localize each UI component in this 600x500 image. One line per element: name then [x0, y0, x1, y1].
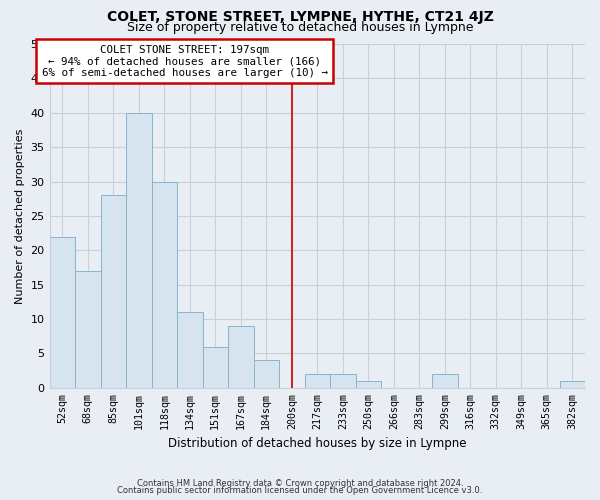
Bar	[50, 236, 75, 388]
Text: Size of property relative to detached houses in Lympne: Size of property relative to detached ho…	[127, 21, 473, 34]
Text: Contains HM Land Registry data © Crown copyright and database right 2024.: Contains HM Land Registry data © Crown c…	[137, 478, 463, 488]
Bar	[305, 374, 330, 388]
Bar	[101, 196, 126, 388]
Text: Contains public sector information licensed under the Open Government Licence v3: Contains public sector information licen…	[118, 486, 482, 495]
Bar	[560, 381, 585, 388]
Text: COLET, STONE STREET, LYMPNE, HYTHE, CT21 4JZ: COLET, STONE STREET, LYMPNE, HYTHE, CT21…	[107, 10, 493, 24]
Y-axis label: Number of detached properties: Number of detached properties	[15, 128, 25, 304]
Bar	[254, 360, 279, 388]
X-axis label: Distribution of detached houses by size in Lympne: Distribution of detached houses by size …	[168, 437, 467, 450]
Bar	[432, 374, 458, 388]
Bar	[75, 271, 101, 388]
Bar	[228, 326, 254, 388]
Bar	[152, 182, 177, 388]
Bar	[126, 113, 152, 388]
Bar	[177, 312, 203, 388]
Bar	[203, 346, 228, 388]
Bar	[356, 381, 381, 388]
Bar	[330, 374, 356, 388]
Text: COLET STONE STREET: 197sqm
← 94% of detached houses are smaller (166)
6% of semi: COLET STONE STREET: 197sqm ← 94% of deta…	[41, 44, 328, 78]
